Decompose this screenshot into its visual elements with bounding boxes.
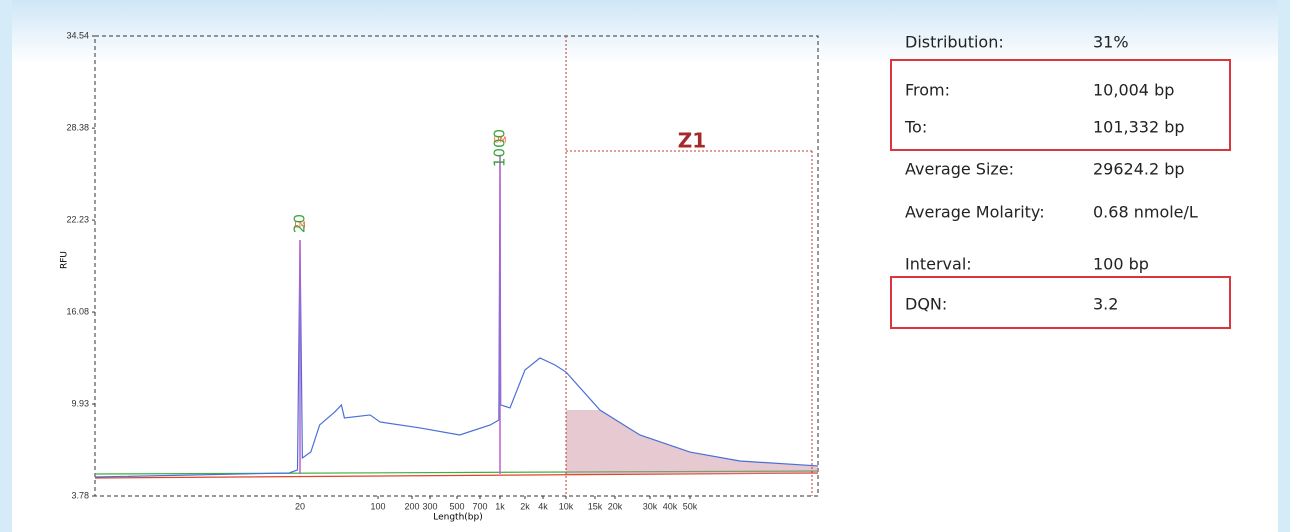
stat-value: 31% — [1093, 33, 1129, 52]
zone-label: Z1 — [678, 129, 706, 153]
marker-label: 20 — [291, 214, 309, 233]
marker-tag: LM — [294, 220, 305, 229]
x-tick-label: 50k — [683, 501, 698, 511]
x-tick-label: 10k — [559, 501, 574, 511]
line — [94, 154, 819, 478]
stat-label: Distribution: — [905, 33, 1004, 52]
stat-value: 100 bp — [1093, 255, 1149, 274]
plot-frame — [94, 35, 819, 497]
baseline-red — [94, 472, 819, 479]
x-tick-label: 40k — [663, 501, 678, 511]
baseline-green — [94, 470, 819, 475]
x-tick-label: 20k — [608, 501, 623, 511]
x-tick-label: 300 — [422, 501, 437, 511]
stat-label: DQN: — [905, 295, 947, 314]
stat-value: 3.2 — [1093, 295, 1118, 314]
x-tick-label: 500 — [449, 501, 464, 511]
y-tick-label: 3.78 — [71, 490, 89, 500]
x-tick-label: 100 — [370, 501, 385, 511]
y-tick-label: 22.23 — [66, 214, 89, 224]
highlight-box — [890, 276, 1231, 329]
stat-value: 0.68 nmole/L — [1093, 203, 1198, 222]
stat-label: Interval: — [905, 255, 972, 274]
x-tick-label: 700 — [472, 501, 487, 511]
y-tick-label: 16.08 — [66, 306, 89, 316]
y-tick-label: 34.54 — [66, 30, 89, 40]
x-tick-label: 1k — [495, 501, 505, 511]
stat-label: From: — [905, 81, 950, 100]
x-tick-label: 20 — [295, 501, 305, 511]
stat-label: Average Molarity: — [905, 203, 1045, 222]
stat-value: 101,332 bp — [1093, 118, 1185, 137]
left-edge — [0, 0, 12, 532]
y-tick-label: 28.38 — [66, 122, 89, 132]
stat-label: To: — [904, 118, 927, 137]
right-edge — [1278, 0, 1290, 532]
stat-value: 29624.2 bp — [1093, 160, 1185, 179]
x-tick-label: 30k — [643, 501, 658, 511]
y-tick-label: 9.93 — [71, 398, 89, 408]
highlight-box — [890, 59, 1231, 151]
x-axis-title: Length(bp) — [433, 513, 483, 523]
x-tick-label: 15k — [588, 501, 603, 511]
y-axis-title: RFU — [60, 251, 70, 269]
x-tick-label: 200 — [404, 501, 419, 511]
stat-value: 10,004 bp — [1093, 81, 1174, 100]
zone-fill — [566, 410, 818, 474]
x-tick-label: 2k — [520, 501, 530, 511]
marker-label: 1000 — [491, 129, 509, 167]
marker-tag: UM — [494, 135, 507, 144]
x-tick-label: 4k — [538, 501, 548, 511]
stat-label: Average Size: — [905, 160, 1014, 179]
